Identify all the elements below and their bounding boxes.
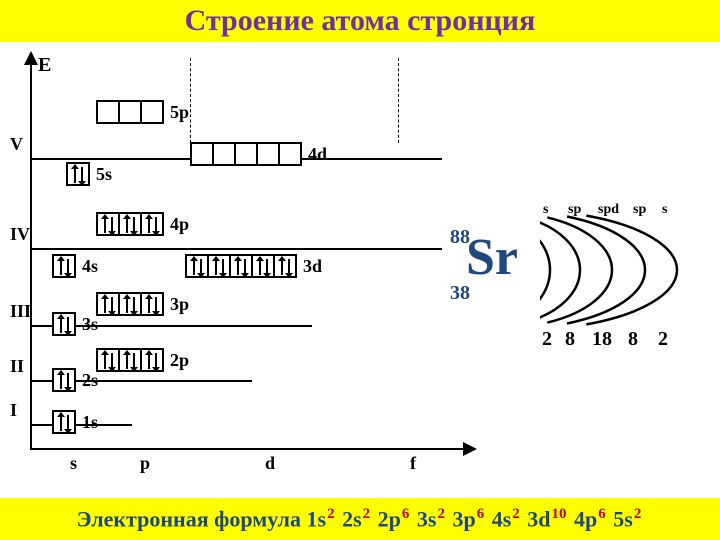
level-label: I: [10, 400, 17, 421]
orbital-5p: 5p: [96, 100, 189, 124]
orbital-5s: 5s: [66, 162, 112, 186]
shell-electron-count: 2: [658, 328, 668, 351]
shell-sublevel-label: spd: [598, 202, 619, 218]
shell-arcs: sspspdsps 281882: [540, 210, 720, 340]
electron-formula: Электронная формула 1s2 2s2 2p6 3s2 3p6 …: [77, 506, 644, 532]
level-label: V: [10, 134, 23, 155]
orbital-box: [256, 142, 280, 166]
orbital-label: 3d: [303, 256, 322, 277]
orbital-label: 4s: [82, 256, 98, 277]
orbital-box: [185, 254, 209, 278]
x-axis-letter: p: [140, 453, 150, 474]
orbital-3d: 3d: [185, 254, 322, 278]
orbital-label: 2p: [170, 350, 189, 371]
orbital-box: [118, 348, 142, 372]
shell-electron-count: 8: [565, 328, 575, 351]
orbital-box: [96, 100, 120, 124]
orbital-4s: 4s: [52, 254, 98, 278]
level-tick: [32, 248, 442, 250]
shell-electron-count: 8: [628, 328, 638, 351]
level-label: IV: [10, 224, 30, 245]
x-axis-letter: s: [70, 453, 77, 474]
orbital-4p: 4p: [96, 212, 189, 236]
x-axis-letter: f: [410, 453, 416, 474]
y-axis-label: E: [38, 54, 51, 77]
shell-electron-count: 18: [592, 328, 612, 351]
x-axis: [30, 448, 470, 450]
orbital-1s: 1s: [52, 410, 98, 434]
orbital-box: [118, 212, 142, 236]
level-label: II: [10, 356, 24, 377]
orbital-label: 5s: [96, 164, 112, 185]
orbital-box: [52, 312, 76, 336]
orbital-box: [66, 162, 90, 186]
orbital-box: [96, 348, 120, 372]
orbital-box: [273, 254, 297, 278]
orbital-box: [118, 100, 142, 124]
orbital-label: 4p: [170, 214, 189, 235]
orbital-box: [140, 292, 164, 316]
x-axis-letter: d: [265, 453, 275, 474]
y-axis-arrow: [24, 51, 38, 65]
orbital-box: [96, 292, 120, 316]
orbital-box: [229, 254, 253, 278]
orbital-box: [190, 142, 214, 166]
orbital-label: 1s: [82, 412, 98, 433]
orbital-2p: 2p: [96, 348, 189, 372]
orbital-2s: 2s: [52, 368, 98, 392]
orbital-label: 4d: [308, 144, 327, 165]
orbital-box: [52, 254, 76, 278]
orbital-box: [140, 348, 164, 372]
dashed-line: [190, 58, 191, 143]
orbital-label: 3s: [82, 314, 98, 335]
orbital-box: [140, 212, 164, 236]
orbital-4d: 4d: [190, 142, 327, 166]
dashed-line: [398, 58, 399, 143]
orbital-3s: 3s: [52, 312, 98, 336]
orbital-box: [234, 142, 258, 166]
shell-sublevel-label: s: [662, 202, 667, 218]
orbital-box: [207, 254, 231, 278]
orbital-box: [278, 142, 302, 166]
page-title: Строение атома стронция: [0, 0, 720, 42]
shell-sublevel-label: s: [543, 202, 548, 218]
element-symbol: Sr: [466, 228, 518, 287]
orbital-box: [52, 368, 76, 392]
element-block: 88 38 Sr sspspdsps 281882: [450, 210, 700, 380]
x-axis-arrow: [463, 442, 477, 456]
level-label: III: [10, 301, 31, 322]
orbital-box: [140, 100, 164, 124]
shell-electron-count: 2: [542, 328, 552, 351]
orbital-box: [52, 410, 76, 434]
shell-sublevel-label: sp: [633, 202, 646, 218]
shell-sublevel-label: sp: [568, 202, 581, 218]
orbital-box: [118, 292, 142, 316]
orbital-box: [251, 254, 275, 278]
energy-diagram: E spdf IIIIIIIVV 1s2s2p3s3p4s4p3d5s5p4d: [10, 48, 470, 478]
formula-bar: Электронная формула 1s2 2s2 2p6 3s2 3p6 …: [0, 498, 720, 540]
orbital-box: [212, 142, 236, 166]
orbital-label: 5p: [170, 102, 189, 123]
orbital-box: [96, 212, 120, 236]
orbital-3p: 3p: [96, 292, 189, 316]
y-axis: [30, 58, 32, 450]
orbital-label: 3p: [170, 294, 189, 315]
orbital-label: 2s: [82, 370, 98, 391]
